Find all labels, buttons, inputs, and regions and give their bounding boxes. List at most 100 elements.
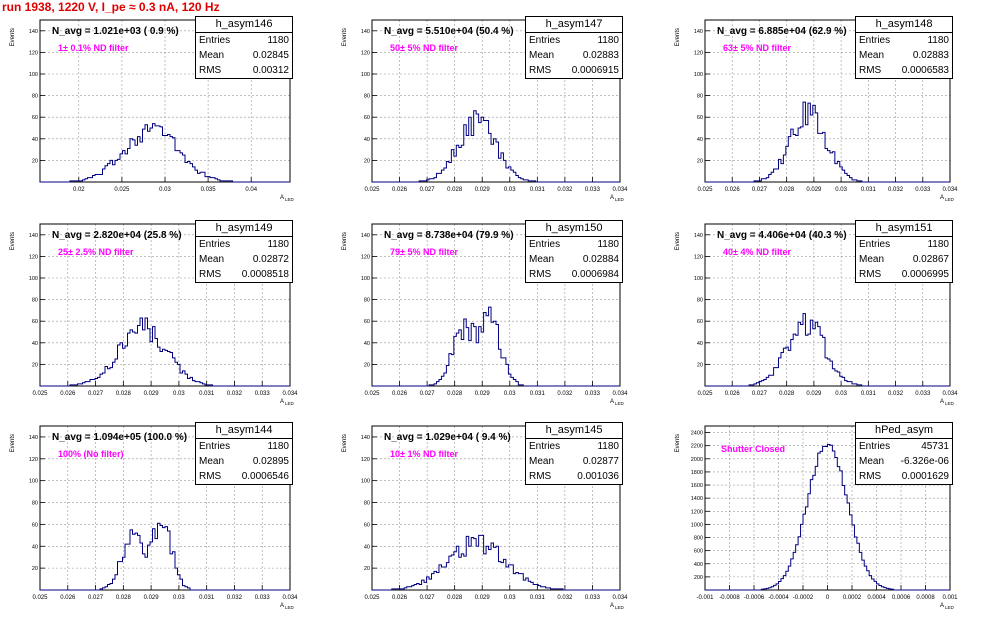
y-tick-label: 60: [697, 319, 703, 325]
navg-label: N_avg = 1.094e+05 (100.0 %): [52, 432, 188, 443]
entries-value: 1180: [597, 239, 619, 250]
entries-value: 1180: [597, 441, 619, 452]
y-tick-label: 20: [32, 362, 38, 368]
histogram-name: h_asym145: [526, 423, 622, 439]
plot-frame: [371, 19, 621, 183]
y-axis-label: Events: [342, 28, 348, 46]
y-tick-label: 1200: [691, 509, 703, 515]
x-tick-label: 0.03: [173, 595, 185, 601]
x-axis-label-subscript: LED: [945, 401, 955, 406]
mean-value: -6.326e-06: [900, 456, 949, 467]
y-tick-label: 20: [32, 158, 38, 164]
navg-label: N_avg = 4.406e+04 (40.3 %): [717, 230, 847, 241]
x-tick-label: 0.029: [475, 391, 491, 397]
x-tick-label: 0.034: [282, 595, 298, 601]
filter-label: 40± 4% ND filter: [723, 247, 791, 257]
navg-label: N_avg = 6.885e+04 (62.9 %): [717, 26, 847, 37]
page-title: run 1938, 1220 V, I_pe ≈ 0.3 nA, 120 Hz: [2, 0, 220, 14]
x-tick-label: -0.0008: [719, 595, 740, 601]
filter-label: 100% (No filter): [58, 449, 124, 459]
x-axis-label: A: [940, 603, 944, 609]
rms-value: 0.0006984: [571, 269, 619, 280]
histogram-name: h_asym146: [196, 17, 292, 33]
x-tick-label: 0.027: [420, 595, 436, 601]
stats-box: h_asym148 Entries 1180 Mean 0.02883 RMS 0.0006…: [855, 16, 953, 79]
y-tick-label: 20: [32, 566, 38, 572]
x-tick-label: 0.04: [245, 187, 257, 193]
filter-label: 25± 2.5% ND filter: [58, 247, 134, 257]
histogram-series: [372, 306, 620, 387]
y-tick-label: 100: [694, 276, 703, 282]
x-tick-label: 0.032: [888, 187, 904, 193]
x-tick-label: 0.027: [88, 391, 104, 397]
mean-value: 0.02877: [582, 456, 619, 467]
y-tick-label: 40: [364, 544, 370, 550]
x-tick-label: 0.033: [585, 595, 601, 601]
entries-value: 1180: [267, 441, 289, 452]
x-tick-label: 0.025: [697, 391, 713, 397]
x-tick-label: 0.026: [392, 595, 408, 601]
y-tick-label: 20: [697, 158, 703, 164]
y-tick-label: 40: [364, 137, 370, 143]
mean-value: 0.02884: [582, 254, 619, 265]
y-tick-label: 20: [364, 362, 370, 368]
x-tick-label: 0.027: [420, 187, 436, 193]
x-tick-label: 0.026: [60, 595, 76, 601]
y-tick-label: 100: [361, 72, 370, 78]
x-tick-label: 0.034: [612, 595, 628, 601]
x-tick-label: 0.031: [199, 595, 215, 601]
x-axis-label: A: [280, 195, 284, 201]
histogram-name: h_asym151: [856, 221, 952, 237]
y-axis-label: Events: [10, 232, 16, 250]
x-tick-label: 0.031: [530, 595, 546, 601]
y-tick-label: 80: [32, 501, 38, 507]
x-tick-label: 0.031: [530, 187, 546, 193]
rms-value: 0.0001629: [901, 471, 949, 482]
x-tick-label: 0.025: [364, 391, 380, 397]
y-tick-label: 60: [32, 115, 38, 121]
rms-value: 0.0006995: [901, 269, 949, 280]
x-tick-label: 0.03: [504, 391, 516, 397]
y-tick-label: 40: [32, 544, 38, 550]
x-axis-label-subscript: LED: [945, 605, 955, 610]
y-tick-label: 100: [29, 276, 38, 282]
histogram-series: [372, 110, 620, 183]
x-axis-label: A: [940, 195, 944, 201]
x-axis-label-subscript: LED: [285, 401, 295, 406]
x-tick-label: 0.03: [835, 187, 847, 193]
y-tick-label: 80: [364, 501, 370, 507]
y-tick-label: 1000: [691, 522, 703, 528]
histogram-name: h_asym149: [196, 221, 292, 237]
y-tick-label: 100: [694, 72, 703, 78]
y-tick-label: 120: [361, 50, 370, 56]
y-tick-label: 60: [32, 522, 38, 528]
y-tick-label: 1800: [691, 470, 703, 476]
x-tick-label: 0.025: [32, 595, 48, 601]
x-tick-label: 0.032: [557, 391, 573, 397]
x-tick-label: 0.029: [144, 595, 160, 601]
y-tick-label: 120: [361, 254, 370, 260]
x-tick-label: 0.028: [779, 187, 795, 193]
filter-label: 79± 5% ND filter: [390, 247, 458, 257]
stats-box: h_asym149 Entries 1180 Mean 0.02872 RMS 0.0008…: [195, 220, 293, 283]
x-tick-label: 0.03: [504, 595, 516, 601]
histogram-series: [705, 443, 950, 591]
entries-value: 1180: [927, 35, 949, 46]
y-tick-label: 600: [694, 549, 703, 555]
filter-label: 63± 5% ND filter: [723, 43, 791, 53]
entries-value: 1180: [267, 239, 289, 250]
y-tick-label: 40: [697, 341, 703, 347]
plot-frame: [704, 223, 951, 387]
y-tick-label: 100: [29, 479, 38, 485]
histogram-series: [40, 522, 290, 591]
x-tick-label: 0.03: [835, 391, 847, 397]
x-tick-label: 0.029: [144, 391, 160, 397]
x-tick-label: 0.027: [752, 187, 768, 193]
y-tick-label: 60: [364, 319, 370, 325]
x-tick-label: -0.001: [696, 595, 714, 601]
x-tick-label: 0.027: [88, 595, 104, 601]
rms-value: 0.0006546: [241, 471, 289, 482]
x-tick-label: 0.028: [116, 391, 132, 397]
navg-label: N_avg = 5.510e+04 (50.4 %): [384, 26, 514, 37]
histogram-series: [372, 534, 620, 591]
